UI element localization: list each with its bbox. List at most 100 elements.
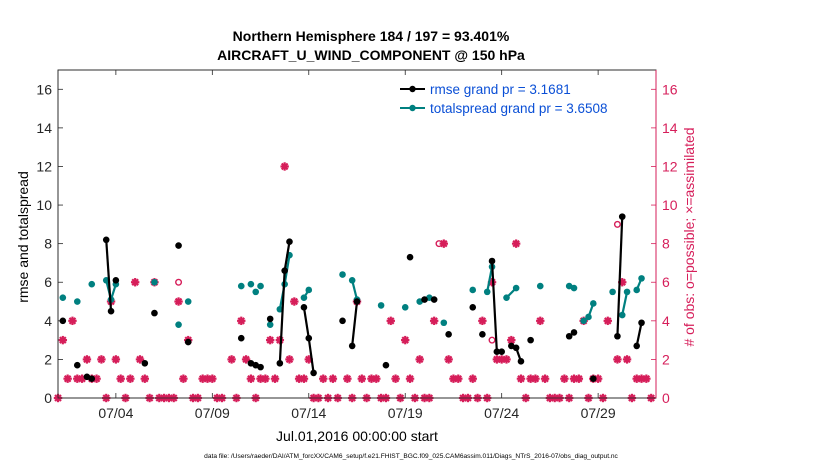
- y-left-tick-label: 6: [44, 274, 52, 290]
- rmse-point: [479, 331, 486, 338]
- rmse-point: [590, 375, 597, 383]
- rmse-point: [286, 238, 293, 246]
- obs-assimilated-marker: [531, 374, 540, 383]
- spread-point: [638, 275, 645, 282]
- spread-point: [300, 294, 308, 301]
- rmse-point: [508, 342, 515, 350]
- rmse-point: [102, 236, 110, 244]
- y-right-tick-label: 14: [662, 120, 678, 136]
- y-right-tick-label: 8: [662, 236, 670, 252]
- obs-assimilated-marker: [502, 355, 511, 364]
- x-tick-label: 07/04: [98, 405, 133, 421]
- rmse-point: [406, 253, 414, 261]
- legend-rmse-marker: [409, 85, 416, 93]
- obs-assimilated-marker: [642, 374, 651, 383]
- rmse-point: [141, 359, 149, 367]
- legend-spread-marker: [409, 104, 416, 112]
- obs-assimilated-marker: [290, 297, 299, 306]
- rmse-point: [59, 317, 67, 325]
- obs-assimilated-marker: [391, 374, 400, 383]
- spread-point: [483, 288, 491, 296]
- obs-assimilated-marker: [174, 297, 183, 306]
- spread-point: [257, 282, 264, 290]
- spread-line-segment: [621, 291, 629, 316]
- rmse-point: [498, 348, 505, 355]
- spread-point: [585, 313, 592, 321]
- y-axis-right-label: # of obs: o=possible; ×=assimilated: [681, 127, 697, 346]
- spread-point: [512, 284, 520, 292]
- obs-assimilated-marker: [285, 355, 294, 364]
- rmse-point: [618, 213, 626, 220]
- obs-assimilated-marker: [299, 374, 309, 383]
- chart-title-line1: Northern Hemisphere 184 / 197 = 93.401%: [233, 28, 510, 44]
- y-left-tick-label: 12: [36, 158, 52, 174]
- obs-assimilated-marker: [429, 316, 439, 326]
- y-left-tick-label: 10: [36, 197, 52, 213]
- spread-point: [348, 277, 356, 284]
- spread-point: [609, 288, 616, 296]
- rmse-point: [310, 369, 317, 377]
- obs-assimilated-marker: [130, 278, 140, 287]
- y-left-tick-label: 14: [36, 120, 52, 136]
- spread-point: [633, 286, 641, 294]
- obs-assimilated-marker: [328, 374, 338, 383]
- obs-assimilated-marker: [560, 374, 569, 383]
- spread-point: [503, 294, 510, 301]
- y-right-tick-label: 16: [662, 81, 678, 97]
- x-tick-label: 07/09: [195, 405, 230, 421]
- obs-possible-marker: [613, 220, 621, 228]
- plot-frame: [57, 69, 657, 399]
- spread-point: [469, 286, 477, 294]
- obs-assimilated-marker: [603, 316, 612, 326]
- obs-assimilated-marker: [372, 374, 381, 383]
- spread-point: [266, 321, 274, 328]
- x-tick-label: 07/19: [388, 405, 423, 421]
- rmse-point: [107, 307, 115, 315]
- rmse-point: [305, 334, 313, 342]
- spread-point: [618, 311, 626, 319]
- spread-point: [377, 302, 385, 309]
- y-axis-left: 0 2 4 6 8 10 12 14 16: [36, 81, 63, 406]
- obs-assimilated-marker: [454, 374, 463, 383]
- spread-point: [237, 282, 245, 290]
- rmse-point: [445, 331, 452, 338]
- x-tick-label: 07/29: [581, 405, 616, 421]
- rmse-line-segment: [635, 322, 643, 347]
- rmse-line-segment: [616, 216, 624, 337]
- y-left-tick-label: 2: [44, 351, 52, 367]
- obs-assimilated-marker: [208, 374, 217, 383]
- obs-assimilated-marker: [468, 374, 477, 383]
- obs-assimilated-marker: [401, 335, 410, 345]
- obs-assimilated-marker: [135, 355, 145, 364]
- x-axis: 07/04 07/09 07/14 07/19 07/24 07/29: [98, 70, 616, 421]
- obs-assimilated-marker: [405, 374, 415, 383]
- obs-assimilated-marker: [415, 355, 424, 364]
- rmse-point: [266, 315, 274, 323]
- chart-title-line2: AIRCRAFT_U_WIND_COMPONENT @ 150 hPa: [217, 47, 525, 63]
- rmse-point: [430, 296, 438, 303]
- spread-point: [59, 294, 67, 301]
- obs-assimilated-marker: [516, 374, 526, 383]
- y-right-tick-label: 10: [662, 197, 678, 213]
- rmse-line-segment: [351, 301, 359, 347]
- spread-point: [247, 280, 255, 288]
- rmse-point: [281, 267, 288, 274]
- spread-point: [184, 298, 192, 305]
- obs-assimilated-marker: [227, 355, 236, 364]
- legend: rmse grand pr = 3.1681 totalspread grand…: [395, 80, 651, 122]
- totalspread-series: [59, 251, 645, 328]
- legend-spread-label: totalspread grand pr = 3.6508: [430, 101, 608, 116]
- obs-assimilated-marker: [58, 335, 68, 345]
- spread-point: [339, 271, 346, 278]
- spread-point: [151, 278, 158, 286]
- rmse-point: [151, 309, 158, 317]
- spread-point: [623, 288, 631, 296]
- y-left-tick-label: 0: [44, 390, 52, 406]
- obs-assimilated-marker: [357, 374, 367, 383]
- obs-assimilated-marker: [82, 355, 92, 364]
- spread-point: [580, 317, 587, 325]
- spread-line-segment: [351, 280, 359, 300]
- obs-assimilated-marker: [574, 374, 584, 383]
- y-right-tick-label: 6: [662, 274, 670, 290]
